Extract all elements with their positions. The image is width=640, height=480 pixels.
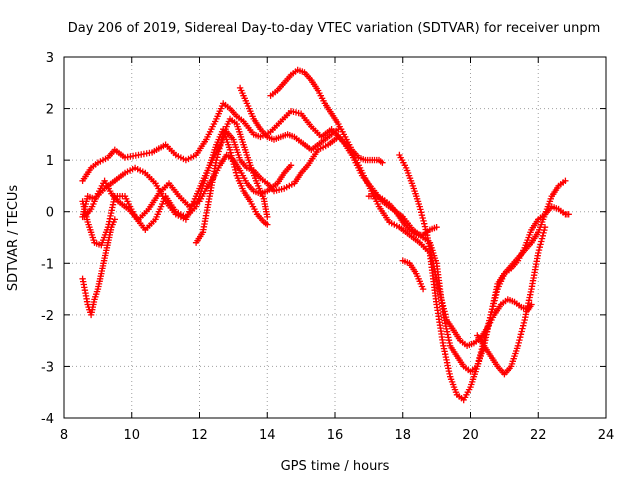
y-tick-label: -1	[41, 257, 54, 272]
y-tick-label: 1	[46, 154, 54, 169]
series-markers	[396, 151, 535, 349]
y-axis-label: SDTVAR / TECUs	[6, 185, 21, 292]
series-sat-9	[365, 193, 440, 239]
y-tick-label: -3	[41, 360, 54, 375]
series-markers	[399, 257, 427, 293]
plot-frame	[63, 56, 607, 419]
series-sat-4	[81, 151, 295, 223]
x-tick-label: 18	[394, 428, 411, 443]
data-series	[79, 66, 572, 404]
series-sat-12	[474, 224, 549, 378]
x-tick-label: 20	[462, 428, 479, 443]
x-tick-label: 24	[598, 428, 615, 443]
series-sat-5	[79, 216, 118, 319]
x-tick-label: 16	[327, 428, 344, 443]
x-tick-label: 22	[530, 428, 547, 443]
x-axis-label: GPS time / hours	[281, 459, 390, 474]
x-tick-label: 14	[259, 428, 276, 443]
y-tick-label: 2	[46, 103, 54, 118]
series-markers	[236, 84, 342, 153]
series-sat-3	[79, 128, 569, 404]
x-tick-label: 12	[191, 428, 208, 443]
x-tick-label: 8	[60, 428, 68, 443]
series-markers	[365, 193, 440, 239]
y-tick-label: -2	[41, 309, 54, 324]
x-tick-label: 10	[123, 428, 140, 443]
series-markers	[474, 224, 549, 378]
series-sat-10	[396, 151, 535, 349]
series-sat-8	[267, 66, 386, 166]
series-markers	[79, 216, 118, 319]
y-tick-label: 3	[46, 51, 54, 66]
series-sat-6	[192, 115, 271, 246]
series-sat-7	[236, 84, 342, 153]
series-markers	[192, 115, 271, 246]
y-tick-label: -4	[41, 412, 54, 427]
series-sat-11	[399, 257, 427, 293]
y-tick-label: 0	[46, 206, 54, 221]
series-markers	[267, 66, 386, 166]
chart-title: Day 206 of 2019, Sidereal Day-to-day VTE…	[68, 21, 601, 36]
series-markers	[81, 151, 295, 223]
